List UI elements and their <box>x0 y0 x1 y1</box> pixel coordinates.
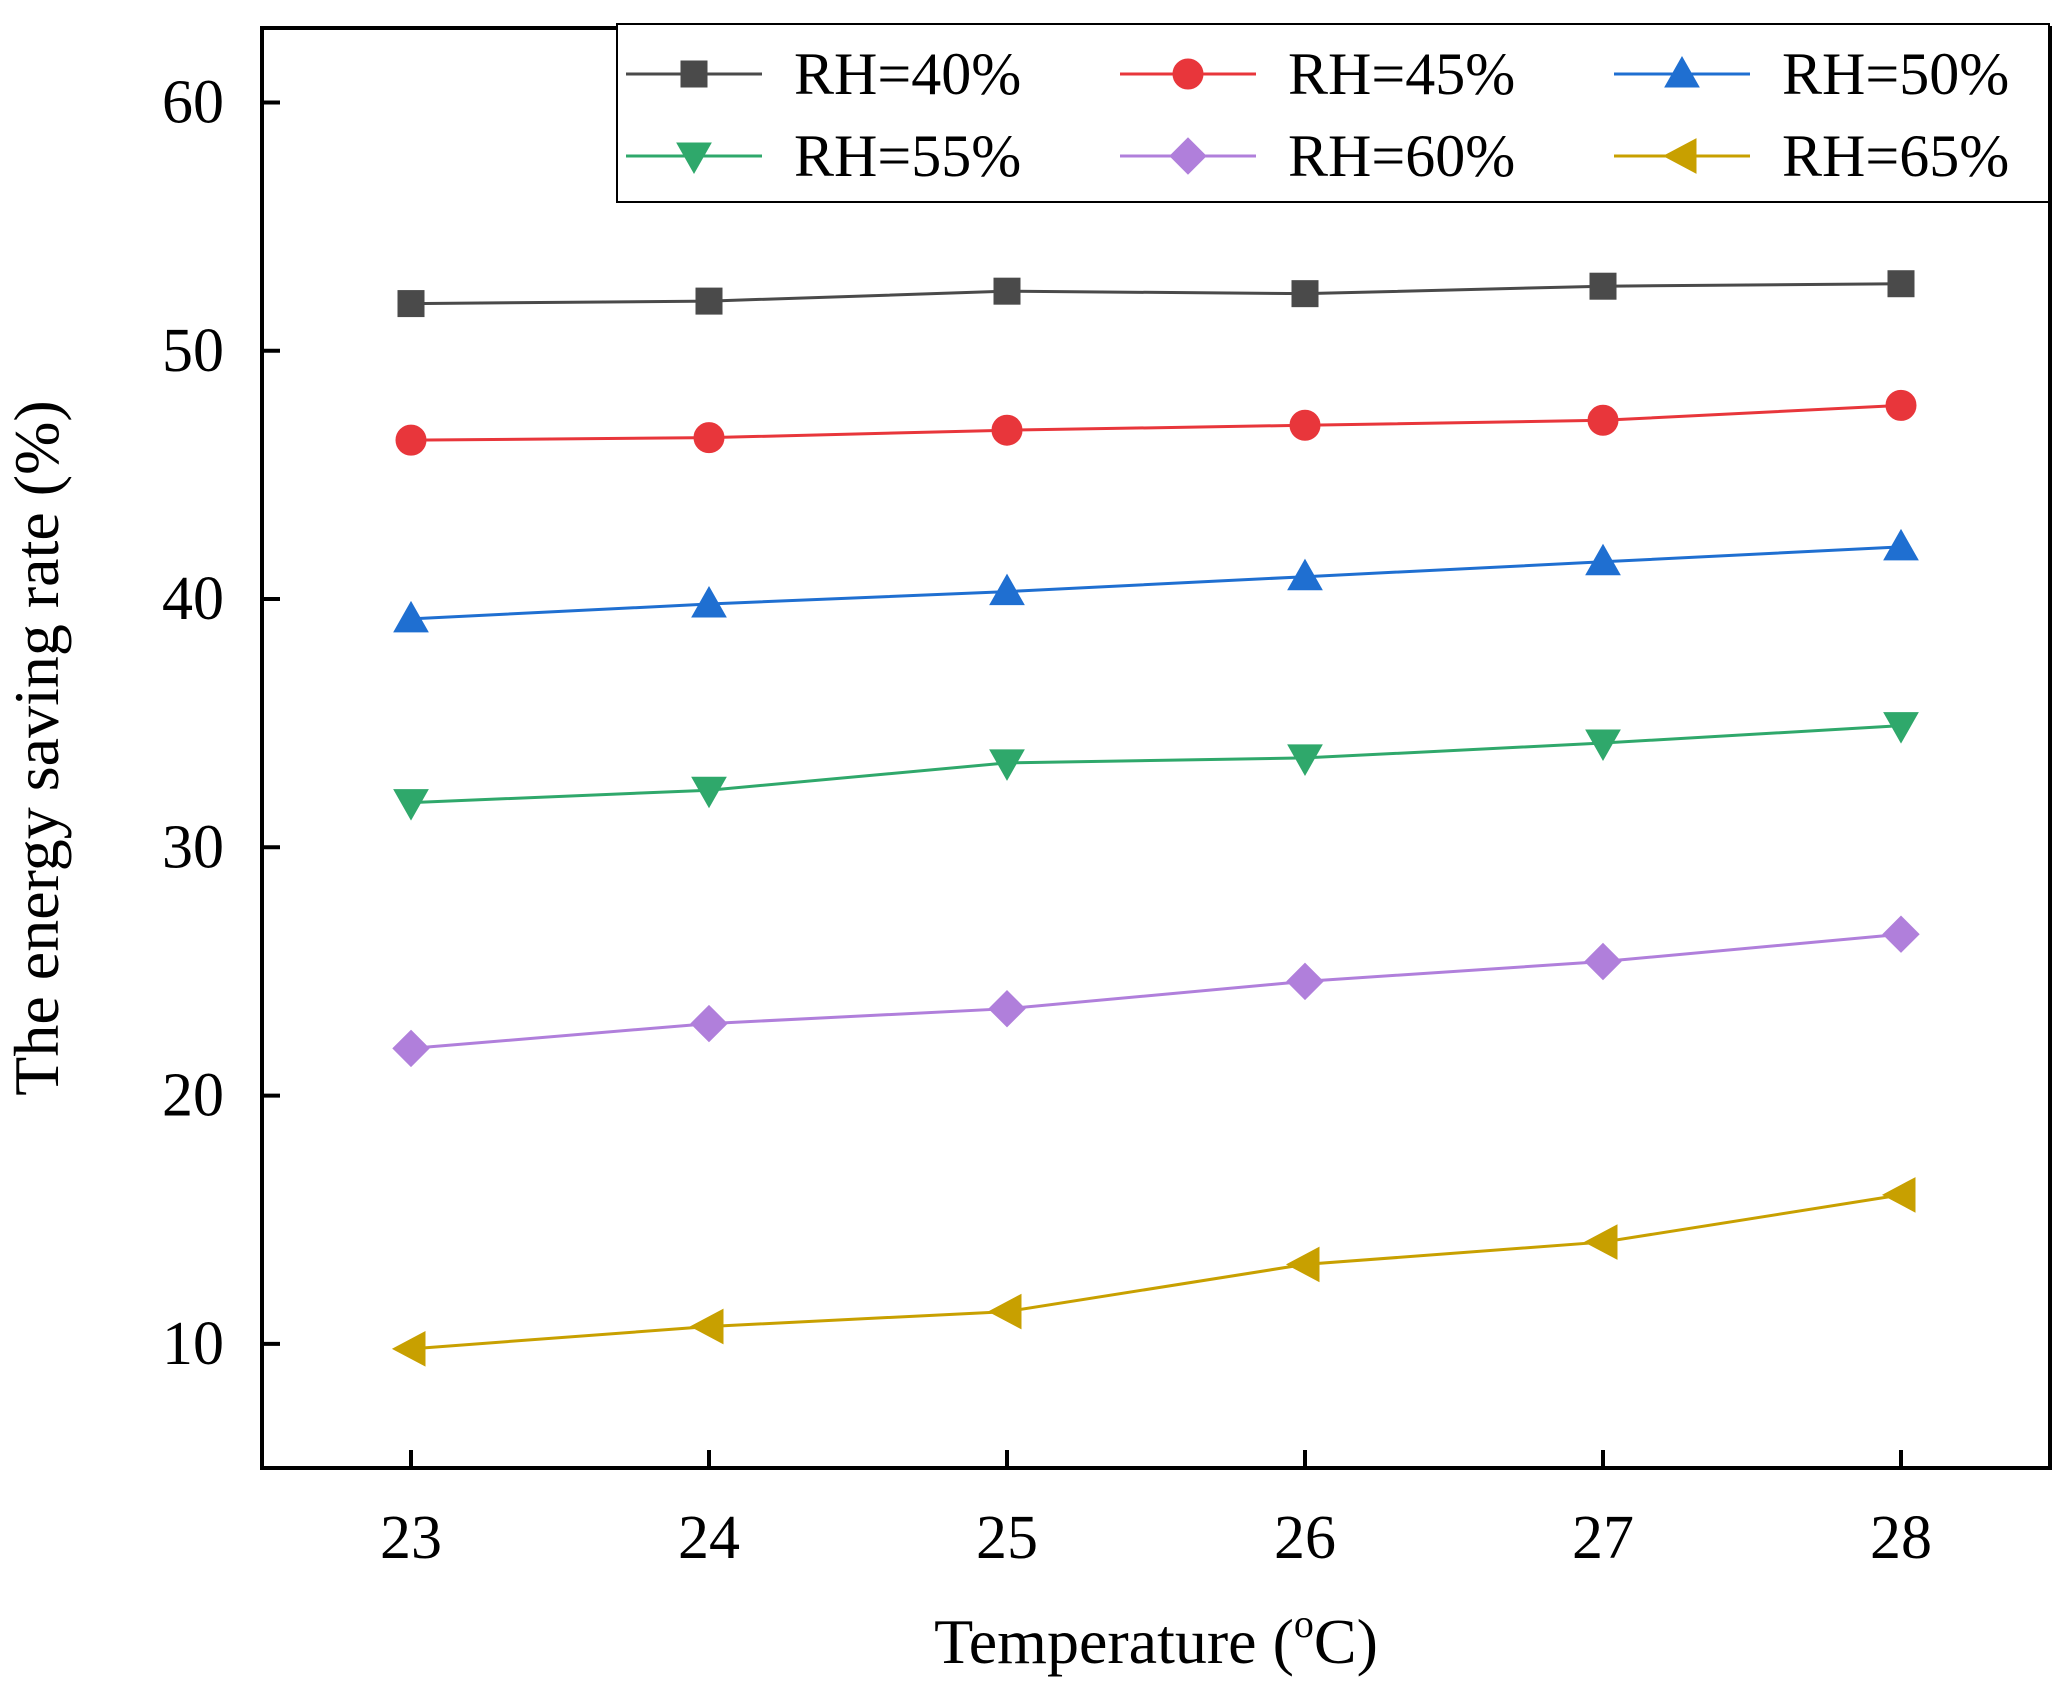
data-point <box>691 776 727 809</box>
data-point <box>695 287 723 315</box>
data-point <box>1585 729 1621 762</box>
series-rh50 <box>393 528 1919 633</box>
data-point <box>1885 389 1917 421</box>
data-point <box>988 989 1026 1028</box>
y-axis-title: The energy saving rate (%) <box>1 400 72 1095</box>
x-tick-label: 24 <box>678 1504 740 1572</box>
data-point <box>991 414 1023 446</box>
data-point <box>1285 1246 1320 1283</box>
legend-label: RH=55% <box>794 123 1021 189</box>
y-tick-label: 30 <box>162 813 224 881</box>
legend-marker <box>1169 137 1207 175</box>
data-point <box>989 749 1025 781</box>
data-point <box>395 424 427 456</box>
y-tick-label: 40 <box>162 565 224 633</box>
data-point <box>392 1029 430 1068</box>
legend-item: RH=65% <box>1614 123 2009 189</box>
data-point <box>690 1004 728 1043</box>
legend: RH=40% RH=45% RH=50% RH=55% RH=60% RH=65% <box>616 23 2050 203</box>
legend-marker <box>1662 138 1697 174</box>
x-axis: 23 24 25 26 27 28 <box>380 1450 1932 1572</box>
data-point <box>1287 558 1323 591</box>
data-point <box>1291 280 1319 308</box>
x-tick-label: 26 <box>1274 1504 1336 1572</box>
series-rh65 <box>391 1177 1916 1367</box>
legend-marker <box>680 60 708 88</box>
data-point <box>1883 712 1919 744</box>
legend-item: RH=60% <box>1120 123 1515 189</box>
data-point <box>1881 1177 1916 1213</box>
x-tick-label: 27 <box>1572 1504 1634 1572</box>
legend-marker <box>1172 58 1204 90</box>
legend-item: RH=55% <box>626 123 1021 189</box>
legend-label: RH=40% <box>794 41 1021 107</box>
y-tick-label: 20 <box>162 1062 224 1130</box>
legend-label: RH=65% <box>1782 123 2009 189</box>
legend-item: RH=45% <box>1120 41 1515 107</box>
data-point <box>1883 528 1919 561</box>
x-tick-label: 28 <box>1870 1504 1932 1572</box>
series-line <box>410 1193 1902 1351</box>
data-point <box>1583 1224 1618 1260</box>
data-point <box>1587 404 1619 436</box>
data-point <box>397 290 425 318</box>
data-point <box>393 789 429 821</box>
x-tick-label: 23 <box>380 1504 442 1572</box>
data-point <box>1589 272 1617 300</box>
data-point <box>1286 962 1324 1001</box>
series-rh60 <box>392 915 1920 1068</box>
legend-marker <box>1664 55 1700 88</box>
y-tick-label: 50 <box>162 317 224 385</box>
data-point <box>691 585 727 618</box>
data-point <box>987 1293 1022 1330</box>
data-point <box>993 277 1021 305</box>
legend-marker <box>676 142 712 175</box>
legend-item: RH=50% <box>1614 41 2009 107</box>
series-line <box>410 545 1902 621</box>
x-axis-title-unit: C) <box>1314 1606 1378 1677</box>
series-rh55 <box>393 712 1919 821</box>
y-tick-label: 60 <box>162 68 224 136</box>
data-point <box>1585 543 1621 576</box>
data-point <box>1584 942 1622 981</box>
data-point <box>1887 270 1915 298</box>
legend-label: RH=45% <box>1288 41 1515 107</box>
x-tick-label: 25 <box>976 1504 1038 1572</box>
legend-item: RH=40% <box>626 41 1021 107</box>
legend-label: RH=60% <box>1288 123 1515 189</box>
series-line <box>410 724 1902 805</box>
data-point <box>989 573 1025 606</box>
y-axis: 10 20 30 40 50 60 <box>162 68 280 1378</box>
data-point <box>1287 744 1323 776</box>
series-rh40 <box>397 270 1915 318</box>
x-axis-title: Temperature (oC) <box>934 1601 1378 1677</box>
x-axis-title-text: Temperature ( <box>934 1606 1294 1677</box>
data-point <box>391 1330 426 1367</box>
legend-label: RH=50% <box>1782 41 2009 107</box>
data-point <box>689 1308 724 1345</box>
series-rh45 <box>395 389 1917 456</box>
series-layer <box>391 270 1920 1367</box>
x-axis-title-degree: o <box>1294 1601 1314 1646</box>
series-line <box>410 282 1902 306</box>
y-tick-label: 10 <box>162 1310 224 1378</box>
data-point <box>1289 409 1321 441</box>
data-point <box>693 422 725 454</box>
data-point <box>393 600 429 633</box>
series-line <box>410 932 1902 1050</box>
data-point <box>1882 915 1920 953</box>
legend-box <box>616 23 2050 203</box>
series-line <box>410 403 1902 442</box>
